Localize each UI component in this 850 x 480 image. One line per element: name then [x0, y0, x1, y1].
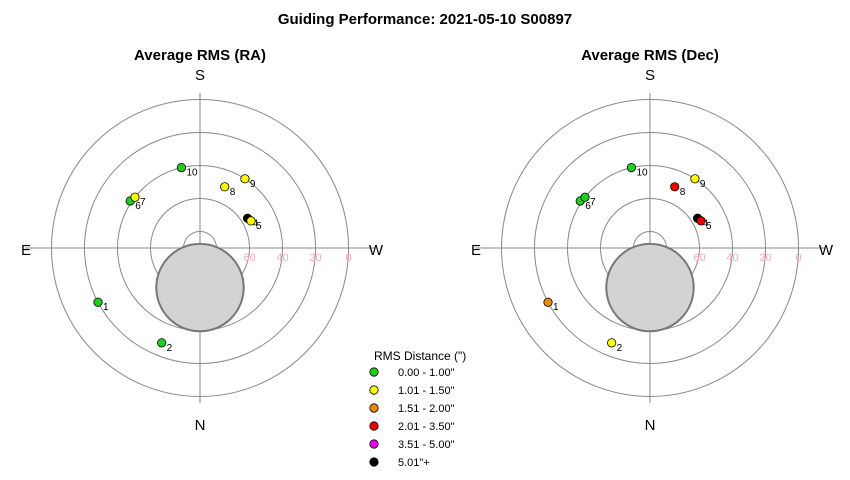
data-point-label: 8 — [230, 187, 236, 198]
moon-disc — [605, 242, 695, 333]
moon-circle — [605, 242, 695, 333]
legend: RMS Distance (") 0.00 - 1.00" 1.01 - 1.50… — [369, 349, 466, 469]
polar-plot-dec: Average RMS (Dec) S N E W 806040200 1245… — [471, 47, 834, 434]
data-point — [130, 192, 140, 202]
data-point — [246, 216, 256, 226]
plot-subtitle-ra: Average RMS (RA) — [134, 47, 266, 64]
data-point-label: 10 — [186, 168, 198, 179]
legend-title: RMS Distance (") — [374, 349, 466, 363]
data-point — [240, 174, 250, 184]
data-point — [626, 163, 637, 173]
data-point — [543, 297, 553, 307]
data-point-label: 5 — [706, 221, 712, 232]
data-point — [696, 216, 706, 226]
legend-swatch — [369, 367, 379, 377]
plot-subtitle-dec: Average RMS (Dec) — [581, 47, 719, 64]
legend-entry-label: 5.01"+ — [398, 457, 430, 469]
altitude-ring — [534, 132, 766, 364]
legend-swatch — [369, 439, 379, 449]
data-point-label: 7 — [590, 197, 596, 208]
radial-tick-label: 60 — [243, 252, 255, 264]
data-point — [607, 338, 617, 348]
direction-label-south: S — [645, 67, 655, 84]
legend-entry-label: 0.00 - 1.00" — [398, 367, 455, 379]
direction-label-east: E — [21, 242, 31, 259]
direction-label-north: N — [645, 417, 656, 434]
data-point-label: 4 — [253, 218, 259, 229]
data-point — [176, 163, 187, 173]
data-point — [670, 182, 680, 192]
data-point — [157, 338, 167, 348]
radial-tick-label: 40 — [726, 252, 738, 264]
direction-label-west: W — [819, 242, 834, 259]
data-point-label: 9 — [700, 179, 706, 190]
direction-label-north: N — [195, 417, 206, 434]
legend-swatch — [369, 421, 379, 431]
polar-plot-ra: Average RMS (RA) S N E W 806040200 12456… — [21, 47, 384, 434]
data-point-label: 2 — [167, 343, 173, 354]
data-point-label: 1 — [553, 302, 559, 313]
data-point-label: 7 — [140, 197, 146, 208]
data-point-label: 10 — [636, 168, 648, 179]
direction-label-east: E — [471, 242, 481, 259]
legend-swatch — [369, 385, 379, 395]
radial-tick-label: 20 — [759, 252, 771, 264]
moon-disc — [155, 242, 245, 333]
radial-tick-label: 0 — [795, 252, 801, 264]
data-point — [93, 297, 103, 307]
altitude-ring — [51, 99, 349, 397]
data-point-label: 4 — [703, 218, 709, 229]
data-point — [690, 174, 700, 184]
data-point — [220, 182, 230, 192]
polar-grid — [475, 93, 825, 403]
data-point-label: 2 — [617, 343, 623, 354]
legend-entry-label: 1.51 - 2.00" — [398, 403, 455, 415]
direction-label-south: S — [195, 67, 205, 84]
moon-circle — [155, 242, 245, 333]
altitude-ring — [84, 132, 316, 364]
data-point-label: 9 — [250, 179, 256, 190]
legend-entries: 0.00 - 1.00" 1.01 - 1.50" 1.51 - 2.00" 2.01… — [369, 367, 455, 469]
radial-tick-label: 0 — [345, 252, 351, 264]
data-point-label: 1 — [103, 302, 109, 313]
data-point-label: 6 — [135, 201, 141, 212]
data-point-label: 5 — [256, 221, 262, 232]
legend-entry-label: 3.51 - 5.00" — [398, 439, 455, 451]
chart-title: Guiding Performance: 2021-05-10 S00897 — [278, 11, 572, 28]
radial-tick-label: 40 — [276, 252, 288, 264]
legend-entry-label: 1.01 - 1.50" — [398, 385, 455, 397]
data-point-label: 6 — [585, 201, 591, 212]
radial-tick-label: 60 — [693, 252, 705, 264]
legend-swatch — [369, 403, 379, 413]
altitude-ring — [501, 99, 799, 397]
legend-swatch — [369, 457, 379, 467]
legend-entry-label: 2.01 - 3.50" — [398, 421, 455, 433]
data-point — [580, 192, 590, 202]
data-point-label: 8 — [680, 187, 686, 198]
direction-label-west: W — [369, 242, 384, 259]
radial-tick-label: 20 — [309, 252, 321, 264]
